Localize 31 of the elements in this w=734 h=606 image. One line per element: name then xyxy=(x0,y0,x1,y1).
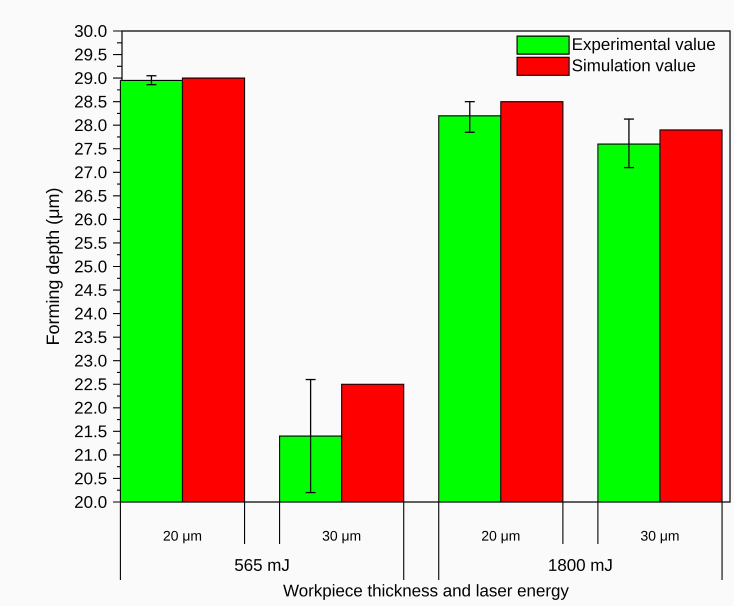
y-tick-label: 27.0 xyxy=(75,166,106,178)
y-tick-label: 26.5 xyxy=(75,190,106,202)
y-tick-label: 20.5 xyxy=(75,472,106,484)
y-tick-label: 21.5 xyxy=(75,425,106,438)
legend-label: Simulation value xyxy=(572,58,696,72)
x-tick-label: 20 μm xyxy=(482,530,520,544)
text: 1800 mJ xyxy=(549,559,612,572)
y-tick-label: 28.5 xyxy=(75,96,106,108)
legend-label: Experimental value xyxy=(573,38,715,54)
y-tick-label: 27.5 xyxy=(75,142,106,155)
y-tick-label: 23.5 xyxy=(75,331,106,344)
y-tick-label: 25.0 xyxy=(75,260,106,272)
y-tick-label: 21.0 xyxy=(75,448,106,461)
y-axis-title: Forming depth (μm) xyxy=(46,188,63,344)
y-tick-label: 22.5 xyxy=(75,378,106,390)
y-tick-label: 28.0 xyxy=(75,119,106,132)
text: 565 mJ xyxy=(234,559,289,572)
y-tick-label: 29.0 xyxy=(75,72,106,84)
x-tick-label: 30 μm xyxy=(640,530,679,544)
x-tick-label: 20 μm xyxy=(164,530,202,544)
y-tick-label: 24.5 xyxy=(75,284,106,296)
y-tick-label: 23.0 xyxy=(75,354,106,367)
y-tick-label: 29.5 xyxy=(75,48,106,61)
y-tick-label: 20.0 xyxy=(75,496,106,508)
x-axis-title: Workpiece thickness and laser energy xyxy=(283,584,569,600)
y-tick-label: 26.0 xyxy=(75,213,106,226)
y-tick-label: 25.5 xyxy=(75,236,106,249)
y-tick-label: 22.0 xyxy=(75,402,106,414)
y-tick-label: 30.0 xyxy=(74,24,106,37)
x-tick-label: 30 μm xyxy=(322,530,360,544)
y-tick-label: 24.0 xyxy=(75,308,106,320)
